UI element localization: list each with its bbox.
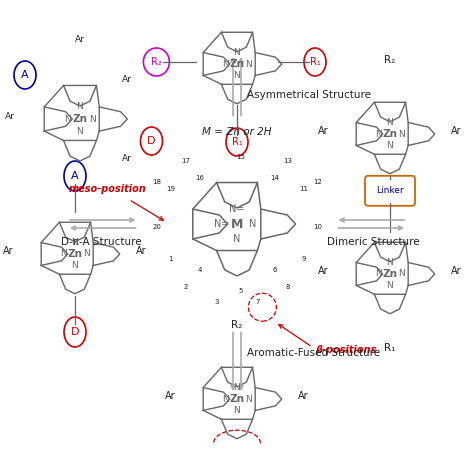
Text: N: N (89, 115, 96, 124)
Text: N: N (234, 406, 240, 415)
Text: 20: 20 (152, 224, 161, 230)
Text: 19: 19 (166, 186, 175, 191)
Text: N: N (77, 127, 83, 136)
Text: N: N (387, 258, 393, 267)
Text: 9: 9 (301, 256, 306, 263)
Text: N: N (83, 249, 90, 258)
Text: Zn: Zn (383, 129, 398, 139)
Text: 10: 10 (313, 224, 322, 230)
Text: Ar: Ar (318, 266, 329, 276)
Text: Zn: Zn (67, 249, 82, 259)
Text: N: N (234, 48, 240, 57)
Text: Ar: Ar (75, 35, 85, 44)
Text: Ar: Ar (5, 111, 15, 120)
Text: N: N (398, 270, 405, 279)
Text: 11: 11 (299, 186, 308, 191)
Text: N: N (387, 118, 393, 127)
Text: Dimeric Structure: Dimeric Structure (327, 237, 419, 247)
Text: Ar: Ar (3, 246, 14, 256)
Text: 5: 5 (238, 288, 243, 293)
Text: Zn: Zn (229, 59, 245, 69)
Text: N: N (64, 115, 71, 124)
Text: 8: 8 (286, 283, 290, 290)
Text: N: N (233, 234, 241, 244)
Text: N: N (375, 129, 382, 138)
Text: N: N (72, 261, 78, 270)
Text: R₁: R₁ (384, 343, 396, 353)
Text: N: N (248, 219, 256, 229)
Text: D: D (147, 136, 156, 146)
Text: 12: 12 (313, 179, 322, 185)
Text: M = Zn or 2H: M = Zn or 2H (202, 127, 272, 137)
Text: R₂: R₂ (151, 57, 162, 67)
Text: D-π-A Structure: D-π-A Structure (61, 237, 141, 247)
Text: 7: 7 (255, 299, 260, 305)
Text: M: M (231, 218, 243, 230)
Text: Aromatic-Fused Structure: Aromatic-Fused Structure (247, 348, 380, 358)
Text: A: A (71, 171, 79, 181)
Text: N: N (222, 60, 228, 69)
Text: 15: 15 (236, 155, 245, 160)
Text: Ar: Ar (122, 154, 132, 163)
Text: N: N (398, 129, 405, 138)
Text: N: N (375, 270, 382, 279)
Text: N: N (246, 60, 252, 69)
Text: N: N (387, 141, 393, 150)
Text: N: N (72, 238, 78, 247)
Text: Linker: Linker (376, 186, 404, 195)
Text: Zn: Zn (73, 114, 88, 124)
Text: Ar: Ar (122, 75, 132, 84)
Text: N: N (246, 394, 252, 403)
Text: Asymmetrical Structure: Asymmetrical Structure (247, 90, 371, 100)
Text: R₁: R₁ (232, 137, 242, 147)
Text: N: N (60, 249, 67, 258)
Text: Ar: Ar (318, 126, 329, 136)
Text: 17: 17 (182, 158, 191, 164)
Text: R₁: R₁ (310, 57, 320, 67)
Text: R₂: R₂ (231, 320, 243, 330)
Text: 1: 1 (168, 256, 173, 263)
Text: N=: N= (229, 204, 245, 214)
Text: N: N (222, 394, 228, 403)
Text: 4: 4 (197, 267, 202, 273)
Text: Ar: Ar (298, 391, 309, 401)
Text: N=: N= (214, 219, 229, 229)
Text: Ar: Ar (451, 126, 462, 136)
Text: 3: 3 (214, 299, 219, 305)
Text: 13: 13 (283, 158, 292, 164)
Text: N: N (234, 383, 240, 392)
Text: 16: 16 (195, 175, 204, 181)
Text: Ar: Ar (136, 246, 147, 256)
Text: A: A (21, 70, 29, 80)
Text: Ar: Ar (451, 266, 462, 276)
Text: β-positions: β-positions (315, 345, 377, 355)
Text: 14: 14 (270, 175, 279, 181)
Text: D: D (71, 327, 79, 337)
Text: R₂: R₂ (384, 55, 396, 65)
Text: 18: 18 (152, 179, 161, 185)
Text: N: N (387, 281, 393, 290)
Text: N: N (234, 71, 240, 80)
Text: meso-position: meso-position (69, 184, 146, 194)
Text: Ar: Ar (165, 391, 176, 401)
Text: Zn: Zn (229, 394, 245, 404)
Text: 2: 2 (184, 283, 188, 290)
Text: 6: 6 (272, 267, 277, 273)
Text: Zn: Zn (383, 269, 398, 279)
Text: N: N (77, 102, 83, 111)
